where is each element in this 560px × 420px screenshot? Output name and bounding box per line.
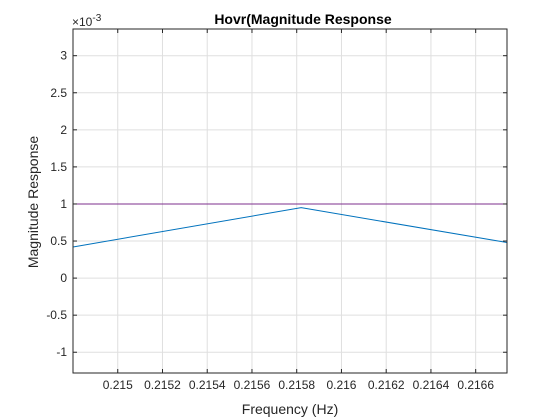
y-tick-labels: -1 -0.5 0 0.5 1 1.5 2 2.5 3 <box>46 49 67 360</box>
y-tick-label: 3 <box>60 49 67 63</box>
y-tick-label: 0.5 <box>50 234 67 248</box>
y-tick-label: 1.5 <box>50 160 67 174</box>
series-group <box>72 203 508 248</box>
y-exponent-base: ×10 <box>72 15 93 29</box>
x-tick-label: 0.2156 <box>234 378 271 392</box>
y-tick-label: 1 <box>60 197 67 211</box>
y-tick-label: 2.5 <box>50 86 67 100</box>
y-exponent-power: -3 <box>92 13 101 24</box>
x-tick-label: 0.216 <box>326 378 356 392</box>
chart-title: Hovr(Magnitude Response <box>214 11 392 27</box>
x-tick-label: 0.2164 <box>413 378 450 392</box>
y-tick-label: 0 <box>60 271 67 285</box>
x-tick-labels: 0.215 0.2152 0.2154 0.2156 0.2158 0.216 0.2162… <box>103 378 495 392</box>
y-exponent-label: ×10-3 <box>72 13 102 29</box>
series-line-1 <box>72 207 508 248</box>
ticks <box>73 29 507 373</box>
y-tick-label: -1 <box>56 345 67 359</box>
y-axis-label: Magnitude Response <box>25 136 41 269</box>
y-tick-label: 2 <box>60 123 67 137</box>
x-tick-label: 0.2154 <box>189 378 226 392</box>
y-tick-label: -0.5 <box>46 308 67 322</box>
plot-frame <box>72 28 508 374</box>
x-tick-label: 0.2158 <box>278 378 315 392</box>
x-tick-label: 0.2152 <box>144 378 181 392</box>
x-tick-label: 0.2166 <box>457 378 494 392</box>
x-tick-label: 0.215 <box>103 378 133 392</box>
x-axis-label: Frequency (Hz) <box>242 401 338 417</box>
plot-area <box>73 29 507 373</box>
x-tick-label: 0.2162 <box>368 378 405 392</box>
